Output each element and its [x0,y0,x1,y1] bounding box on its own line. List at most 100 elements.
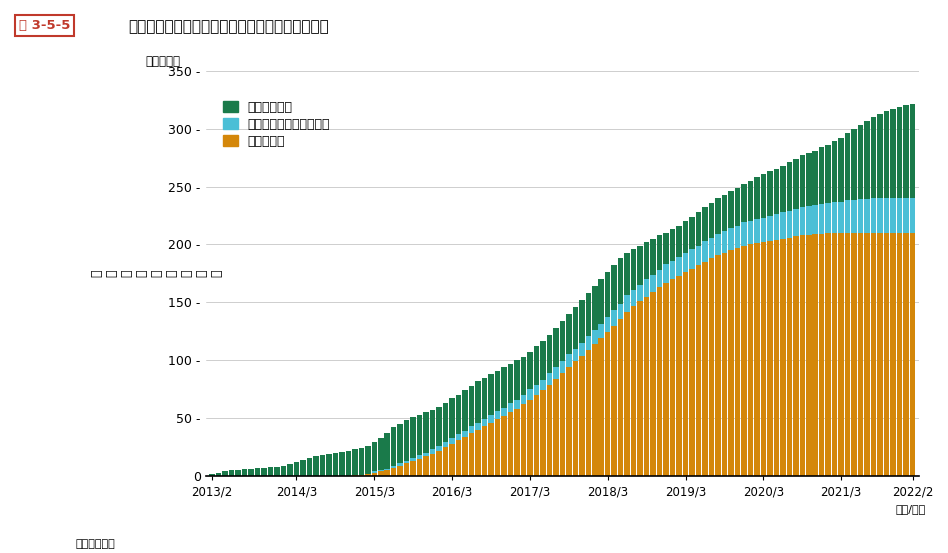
Bar [547,373,552,384]
Bar [429,410,435,450]
Bar [333,453,338,476]
Bar [728,191,734,228]
Bar [760,174,766,218]
Bar [372,442,377,472]
Bar [579,300,585,343]
Bar [274,467,280,476]
Bar [702,241,708,262]
Bar [579,343,585,356]
Bar [683,221,688,253]
Bar [728,251,734,476]
Bar [553,328,558,367]
Bar [605,272,611,317]
Bar [372,473,377,476]
Bar [385,469,390,470]
Bar [436,451,442,476]
Bar [780,239,786,476]
Bar [903,233,909,476]
Bar [313,456,319,476]
Bar [748,181,753,221]
Y-axis label: 仮
置
場
へ
の
搬
入
済
量: 仮 置 場 へ の 搬 入 済 量 [91,270,224,277]
Bar [391,468,396,476]
Bar [689,217,695,249]
Bar [865,233,870,476]
Bar [553,367,558,379]
Bar [449,438,455,444]
Bar [637,246,643,285]
Bar [877,113,883,198]
Bar [741,222,747,246]
Bar [514,409,520,476]
Bar [709,237,714,258]
Bar [897,198,902,233]
Bar [404,463,410,476]
Bar [501,367,507,408]
Bar [424,456,428,476]
Bar [799,155,805,207]
Bar [650,292,656,476]
Bar [397,424,403,463]
Bar [301,460,305,476]
Bar [287,465,293,476]
Bar [540,380,546,390]
Bar [696,246,702,265]
Bar [826,145,831,203]
Bar [741,184,747,222]
Bar [799,207,805,235]
Bar [410,457,416,461]
Bar [216,473,222,476]
Bar [676,276,682,476]
Text: （年/月）: （年/月） [896,504,926,514]
Bar [228,470,234,476]
Bar [819,147,825,204]
Bar [715,198,720,234]
Bar [463,437,467,476]
Bar [559,321,565,362]
Bar [851,200,857,233]
Bar [592,286,597,330]
Bar [760,218,766,242]
Bar [676,226,682,257]
Bar [625,253,629,295]
Bar [799,235,805,476]
Bar [586,350,591,476]
Bar [897,233,902,476]
Bar [281,466,286,476]
Bar [456,435,462,440]
Bar [787,162,793,211]
Bar [871,233,876,476]
Bar [890,198,896,233]
Bar [527,389,533,400]
Bar [793,159,798,208]
Bar [592,344,597,476]
Bar [573,349,578,362]
Bar [410,461,416,476]
Bar [540,341,546,380]
Bar [865,199,870,233]
Bar [702,262,708,476]
Text: 資料：環境省: 資料：環境省 [76,540,116,550]
Bar [650,275,656,292]
Bar [566,367,572,476]
Bar [378,470,384,472]
Bar [696,265,702,476]
Bar [702,207,708,241]
Bar [767,241,773,476]
Bar [508,413,513,476]
Bar [586,336,591,350]
Bar [235,470,241,476]
Bar [650,239,656,275]
Bar [721,195,727,231]
Bar [819,204,825,234]
Bar [404,420,410,461]
Bar [449,444,455,476]
Bar [488,374,494,415]
Bar [443,403,448,442]
Bar [644,296,649,476]
Bar [877,198,883,233]
Bar [475,423,481,430]
Bar [417,415,423,455]
Bar [657,288,663,476]
Bar [495,371,501,411]
Bar [495,411,501,419]
